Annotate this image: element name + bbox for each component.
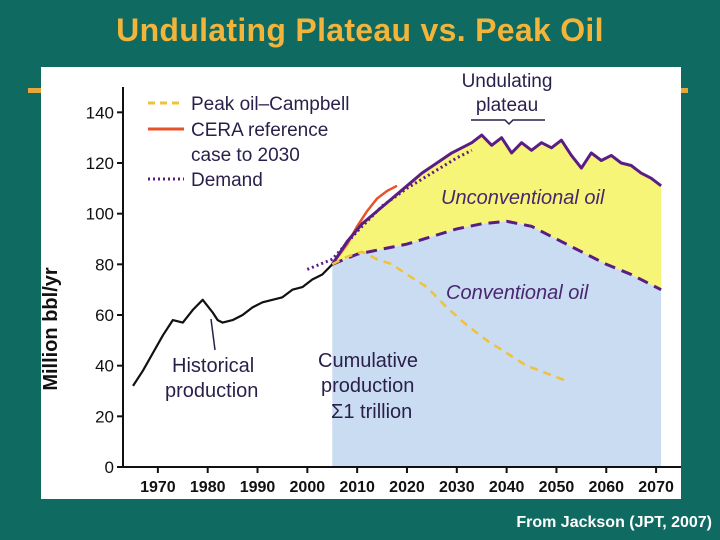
x-tick-label: 2010 bbox=[339, 479, 375, 496]
y-tick-label: 80 bbox=[95, 255, 114, 274]
annotation-undulating: Undulating bbox=[462, 71, 553, 92]
y-tick-label: 140 bbox=[86, 103, 114, 122]
legend-label-cera-cont: case to 2030 bbox=[191, 145, 300, 166]
annotation-conventional: Conventional oil bbox=[446, 282, 589, 304]
historical-production-line bbox=[132, 263, 334, 387]
annotation-historical: Historical bbox=[172, 355, 254, 377]
source-credit: From Jackson (JPT, 2007) bbox=[516, 514, 712, 531]
y-tick-label: 20 bbox=[95, 407, 114, 426]
x-tick-label: 2050 bbox=[539, 479, 575, 496]
x-tick-label: 1990 bbox=[240, 479, 276, 496]
unconventional-area bbox=[332, 135, 662, 290]
chart-panel: 0 20 40 60 80 100 120 140 1970 1980 1990 2000 2010 20… bbox=[41, 67, 681, 499]
area-layer bbox=[332, 135, 662, 467]
annotation-cumulative-total: Σ1 trillion bbox=[331, 401, 412, 423]
x-tick-label: 1970 bbox=[140, 479, 176, 496]
annotation-cumulative: Cumulative bbox=[318, 350, 418, 372]
x-tick-label: 2040 bbox=[489, 479, 525, 496]
axis-layer bbox=[117, 87, 681, 473]
y-tick-label: 40 bbox=[95, 357, 114, 376]
y-tick-label: 100 bbox=[86, 205, 114, 224]
y-axis-label: Million bbl/yr bbox=[41, 267, 62, 391]
campbell-peak-line bbox=[331, 250, 567, 383]
y-tick-label: 60 bbox=[95, 306, 114, 325]
x-tick-label: 2020 bbox=[389, 479, 425, 496]
y-tick-label: 120 bbox=[86, 154, 114, 173]
annotation-historical-production: production bbox=[165, 380, 258, 402]
plateau-brace bbox=[471, 119, 545, 126]
historical-pointer bbox=[210, 318, 216, 351]
line-layer bbox=[132, 133, 663, 387]
slide-title: Undulating Plateau vs. Peak Oil bbox=[116, 12, 604, 48]
legend-label-demand: Demand bbox=[191, 170, 263, 191]
legend: Peak oil–Campbell CERA reference case to… bbox=[148, 94, 349, 191]
annotation-plateau: plateau bbox=[476, 95, 538, 116]
conventional-oil-line bbox=[331, 219, 662, 292]
conventional-area bbox=[332, 221, 662, 467]
undulating-plateau-line bbox=[331, 133, 663, 266]
legend-label-campbell: Peak oil–Campbell bbox=[191, 94, 349, 115]
annotation-cumulative-production: production bbox=[321, 375, 414, 397]
annotation-unconventional: Unconventional oil bbox=[441, 187, 605, 209]
x-tick-label: 2060 bbox=[588, 479, 624, 496]
x-tick-label: 2000 bbox=[290, 479, 326, 496]
x-tick-label: 2070 bbox=[638, 479, 674, 496]
x-tick-label: 1980 bbox=[190, 479, 226, 496]
y-tick-label: 0 bbox=[105, 458, 114, 477]
x-tick-label: 2030 bbox=[439, 479, 475, 496]
legend-label-cera: CERA reference bbox=[191, 120, 328, 141]
